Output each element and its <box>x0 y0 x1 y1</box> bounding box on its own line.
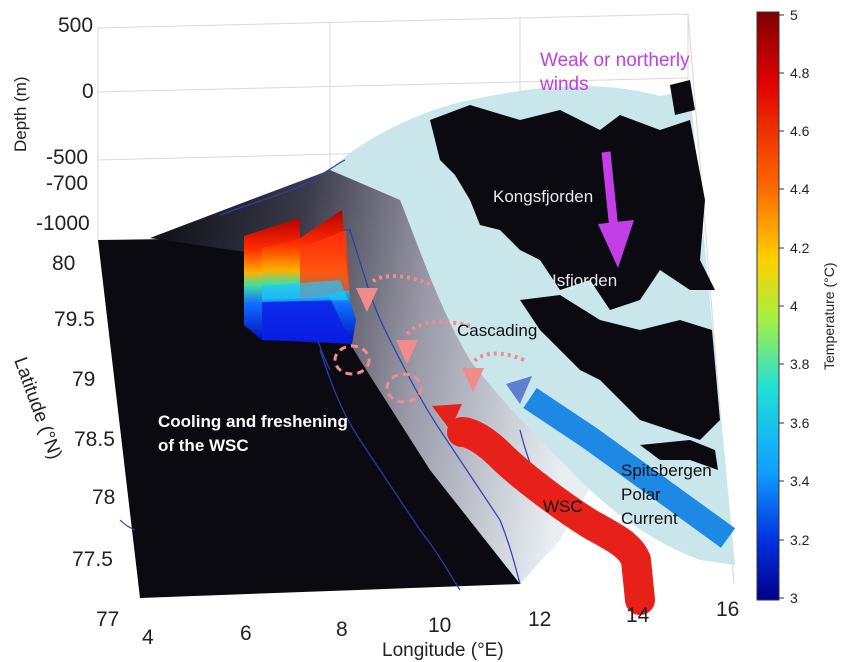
cooling-label-line1: Cooling and freshening <box>158 412 348 431</box>
winds-label-line2: winds <box>539 74 589 95</box>
lon-tick-12: 12 <box>528 608 551 631</box>
deep-ocean-surface <box>98 238 540 598</box>
spc-label-line3: Current <box>621 509 678 528</box>
eddy-1 <box>333 344 371 376</box>
wind-arrow <box>598 151 634 268</box>
cascading-heads <box>356 288 484 392</box>
cbar-tick-5: 5 <box>790 7 798 23</box>
lat-tick-77.5: 77.5 <box>72 548 113 571</box>
lat-tick-78: 78 <box>92 486 115 509</box>
cbar-tick-4.6: 4.6 <box>790 123 810 139</box>
depth-tick-500: 500 <box>58 14 93 37</box>
lat-tick-79: 79 <box>72 368 95 391</box>
svalbard-land <box>430 80 720 470</box>
latitude-axis-label: Latitude (°N) <box>9 355 65 463</box>
continental-slope <box>150 160 600 584</box>
lat-tick-77: 77 <box>96 608 119 631</box>
winds-label-line1: Weak or northerly <box>540 50 690 71</box>
lon-tick-8: 8 <box>336 618 348 641</box>
cbar-tick-4: 4 <box>790 298 798 314</box>
colorbar <box>756 11 780 601</box>
spc-label-line2: Polar <box>621 485 661 504</box>
cbar-tick-3.4: 3.4 <box>790 473 810 489</box>
cbar-tick-3: 3 <box>790 590 798 606</box>
depth-tick-minus-1000: -1000 <box>36 212 90 235</box>
section-4 <box>262 298 352 344</box>
wsc-label: WSC <box>543 497 583 516</box>
wsc-arrow <box>432 404 655 615</box>
cascading-head-2 <box>396 340 418 364</box>
spitsbergen-polar-current-arrow <box>506 376 736 548</box>
bathymetry-contours <box>119 159 561 591</box>
depth-axis-label: Depth (m) <box>11 76 30 152</box>
cbar-tick-3.6: 3.6 <box>790 415 810 431</box>
colorbar-tick-labels: 5 4.8 4.6 4.4 4.2 4 3.8 3.6 3.4 3.2 3 <box>790 7 810 606</box>
cbar-tick-3.2: 3.2 <box>790 532 810 548</box>
latitude-axis: 80 79.5 79 78.5 78 77.5 77 <box>52 252 119 631</box>
cooling-label-line2: of the WSC <box>158 436 249 455</box>
spc-label-line1: Spitsbergen <box>621 461 712 480</box>
cascading-flows <box>370 274 525 366</box>
kongsfjorden-label: Kongsfjorden <box>493 187 593 206</box>
depth-tick-0: 0 <box>82 80 94 103</box>
lat-tick-80: 80 <box>52 252 75 275</box>
lon-tick-6: 6 <box>240 622 252 645</box>
temperature-sections <box>244 210 356 344</box>
isfjorden-label: Isfjorden <box>552 271 617 290</box>
section-5 <box>262 280 348 302</box>
longitude-axis: 4 6 8 10 12 14 16 <box>142 598 739 649</box>
lon-tick-10: 10 <box>428 614 451 637</box>
cascading-head-1 <box>356 288 378 312</box>
cascading-head-3 <box>462 368 484 392</box>
lat-tick-78.5: 78.5 <box>74 428 115 451</box>
longitude-axis-label: Longitude (°E) <box>382 640 504 661</box>
colorbar-label: Temperature (°C) <box>821 262 837 370</box>
cbar-tick-4.2: 4.2 <box>790 240 810 256</box>
cascading-arrow-2 <box>404 319 471 338</box>
cascading-label: Cascading <box>457 321 537 340</box>
eddies <box>333 344 423 404</box>
depth-axis: 500 0 -500 -700 -1000 <box>36 14 94 235</box>
cbar-tick-3.8: 3.8 <box>790 356 810 372</box>
lon-tick-16: 16 <box>716 598 739 621</box>
lat-tick-79.5: 79.5 <box>54 308 95 331</box>
cbar-tick-4.8: 4.8 <box>790 65 810 81</box>
eddy-2 <box>385 372 423 404</box>
cbar-tick-4.4: 4.4 <box>790 181 810 197</box>
lon-tick-14: 14 <box>626 604 650 627</box>
depth-tick-minus-500: -500 <box>46 146 88 169</box>
depth-tick-minus-700: -700 <box>46 172 88 195</box>
colorbar-ticks <box>779 14 784 599</box>
lon-tick-4: 4 <box>142 626 154 649</box>
